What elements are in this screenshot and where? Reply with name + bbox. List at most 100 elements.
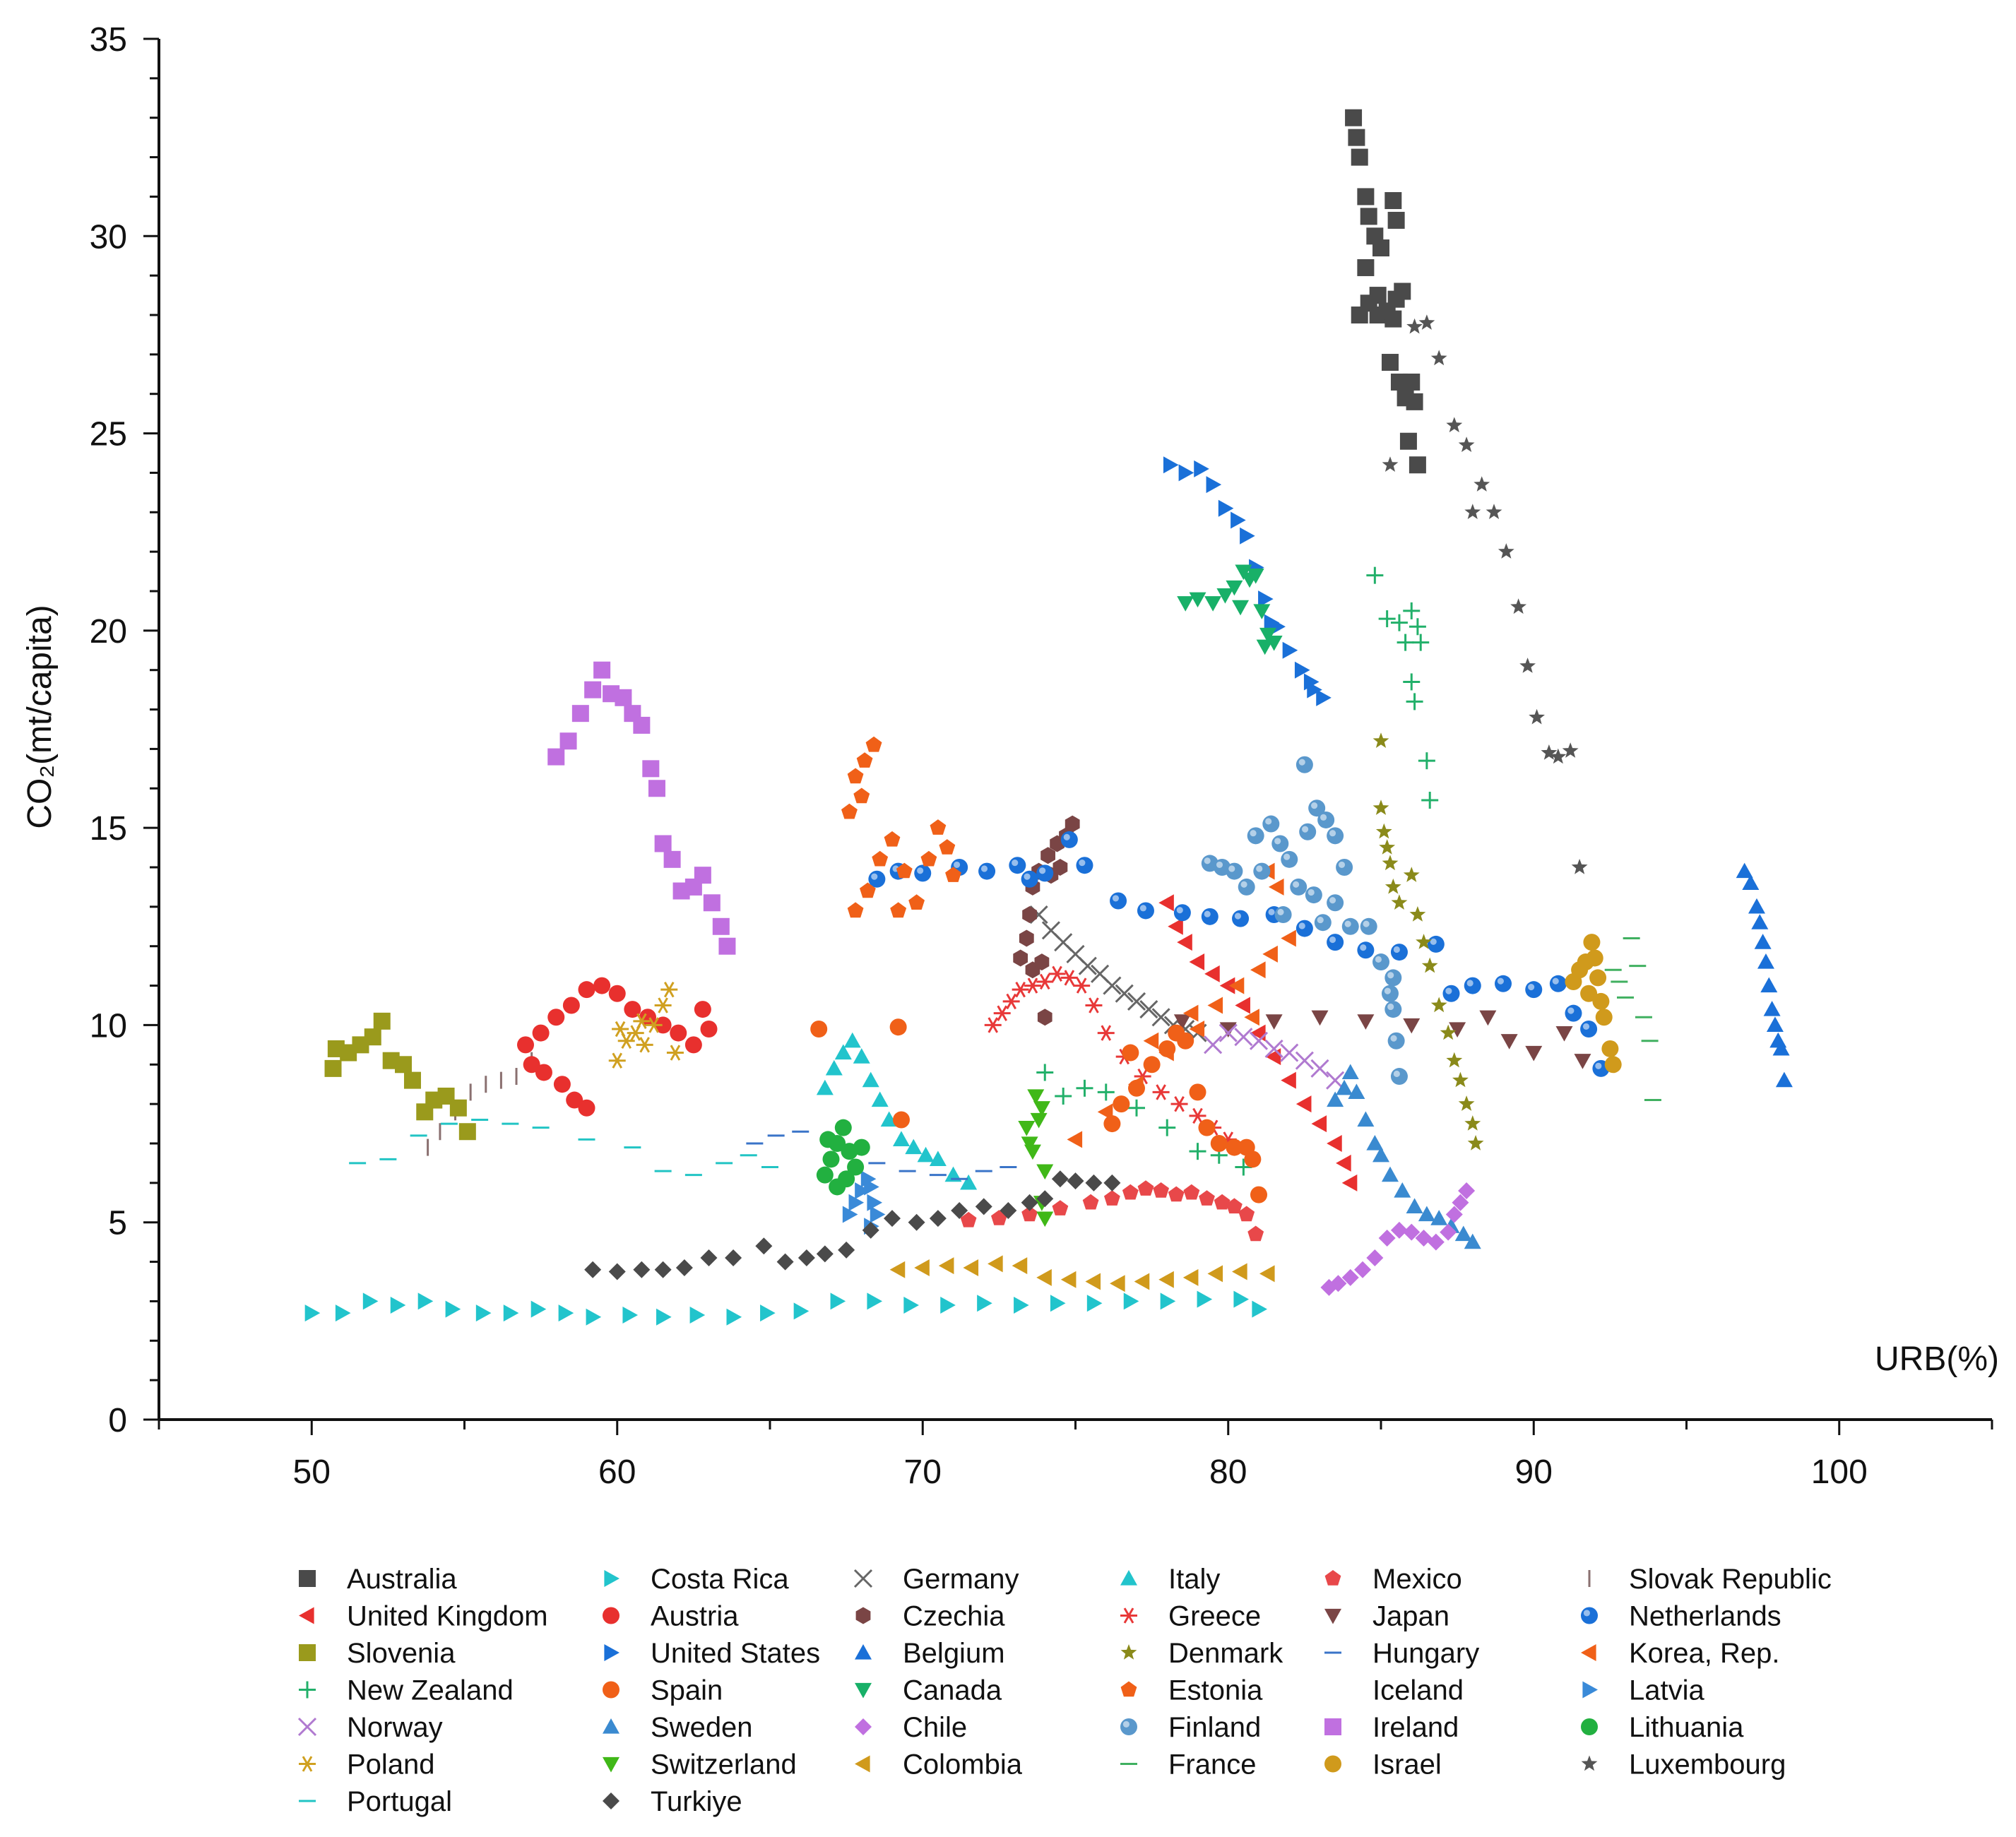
data-point bbox=[535, 1064, 552, 1081]
data-point bbox=[1360, 917, 1377, 935]
series-italy bbox=[816, 1032, 978, 1190]
data-point bbox=[1024, 1144, 1041, 1160]
legend-item-czechia: Czechia bbox=[855, 1601, 1005, 1632]
data-point bbox=[797, 1249, 815, 1266]
data-point bbox=[825, 1059, 843, 1076]
data-point bbox=[905, 1139, 923, 1155]
data-point bbox=[1189, 1107, 1206, 1124]
legend-item-france: France bbox=[1120, 1749, 1257, 1780]
data-point bbox=[1249, 1031, 1269, 1050]
legend-marker bbox=[297, 1717, 317, 1737]
data-point bbox=[1354, 1261, 1372, 1278]
legend-item-hungary: Hungary bbox=[1324, 1638, 1479, 1669]
data-point bbox=[1232, 600, 1250, 616]
data-point bbox=[830, 1292, 846, 1310]
data-point bbox=[304, 1304, 321, 1322]
data-point bbox=[847, 768, 864, 784]
data-point bbox=[1381, 985, 1399, 1002]
data-point bbox=[1268, 878, 1284, 896]
data-point bbox=[871, 1091, 889, 1107]
data-point bbox=[1036, 1211, 1054, 1227]
series-colombia bbox=[889, 1255, 1275, 1292]
data-point bbox=[390, 1297, 406, 1314]
data-point bbox=[1189, 1143, 1206, 1160]
data-point bbox=[1163, 456, 1179, 474]
data-point bbox=[1766, 1016, 1784, 1033]
data-point bbox=[1303, 673, 1320, 691]
data-point bbox=[1311, 1010, 1329, 1026]
data-point bbox=[1452, 1194, 1469, 1211]
data-point bbox=[903, 1297, 919, 1314]
data-point bbox=[1748, 898, 1765, 914]
data-point bbox=[870, 1206, 886, 1223]
data-point bbox=[1486, 504, 1502, 519]
data-point bbox=[1226, 580, 1243, 596]
data-point bbox=[1060, 970, 1078, 986]
legend-item-denmark: Denmark bbox=[1120, 1638, 1283, 1669]
data-point bbox=[666, 1045, 684, 1061]
series-norway bbox=[1204, 1023, 1345, 1090]
data-point bbox=[1235, 1158, 1252, 1176]
data-point bbox=[1510, 598, 1526, 614]
data-point bbox=[1036, 1164, 1054, 1180]
legend-item-luxembourg: Luxembourg bbox=[1581, 1749, 1786, 1780]
data-point bbox=[963, 1259, 979, 1276]
series-israel bbox=[1565, 934, 1622, 1074]
data-point bbox=[853, 1048, 870, 1064]
data-point bbox=[1153, 1182, 1169, 1198]
data-point bbox=[848, 1194, 865, 1211]
data-point bbox=[1002, 993, 1020, 1010]
legend-marker bbox=[1120, 1607, 1137, 1624]
data-point bbox=[880, 1111, 898, 1127]
data-point bbox=[1197, 1290, 1213, 1308]
data-point bbox=[1207, 997, 1223, 1014]
series-mexico bbox=[960, 1180, 1264, 1242]
data-point bbox=[1571, 859, 1588, 874]
data-point bbox=[700, 1021, 718, 1038]
data-point bbox=[1103, 1115, 1121, 1133]
series-netherlands bbox=[868, 831, 1610, 1077]
data-point bbox=[1440, 1024, 1457, 1040]
data-point bbox=[1464, 504, 1481, 519]
data-point bbox=[1369, 287, 1387, 304]
data-point bbox=[1403, 602, 1421, 619]
data-point bbox=[654, 997, 672, 1013]
data-point bbox=[1122, 1044, 1139, 1062]
data-point bbox=[841, 803, 858, 819]
data-point bbox=[1316, 689, 1332, 706]
data-point bbox=[1327, 1135, 1342, 1152]
series-france bbox=[1604, 937, 1661, 1102]
data-point bbox=[1189, 592, 1206, 608]
legend-marker bbox=[855, 1644, 872, 1660]
data-point bbox=[1458, 1182, 1476, 1200]
data-point bbox=[1406, 318, 1423, 334]
data-point bbox=[1253, 604, 1271, 619]
data-point bbox=[1357, 258, 1375, 276]
data-point bbox=[1128, 1079, 1145, 1097]
data-point bbox=[1051, 1170, 1069, 1188]
series-ireland bbox=[547, 661, 736, 955]
legend-label: Norway bbox=[347, 1712, 443, 1743]
data-point bbox=[1366, 1135, 1384, 1151]
data-point bbox=[615, 689, 632, 706]
legend-marker bbox=[603, 1718, 619, 1734]
legend-marker bbox=[299, 1644, 316, 1661]
data-point bbox=[1409, 618, 1426, 636]
data-point bbox=[1555, 1026, 1573, 1042]
data-point bbox=[1372, 799, 1389, 815]
data-point bbox=[1021, 1136, 1038, 1152]
data-point bbox=[951, 1201, 968, 1219]
data-point bbox=[670, 1024, 687, 1042]
data-point bbox=[1036, 1064, 1054, 1081]
data-point bbox=[1036, 973, 1054, 990]
data-point bbox=[530, 1300, 547, 1318]
data-point bbox=[725, 1249, 742, 1266]
y-tick-label: 30 bbox=[90, 218, 127, 256]
legend-marker bbox=[604, 1570, 619, 1587]
data-point bbox=[1754, 934, 1772, 949]
data-point bbox=[608, 1052, 626, 1069]
data-point bbox=[1265, 1014, 1283, 1030]
legend-item-slovenia: Slovenia bbox=[299, 1638, 456, 1669]
legend-marker bbox=[1581, 1607, 1598, 1624]
y-tick-label: 25 bbox=[90, 416, 127, 453]
